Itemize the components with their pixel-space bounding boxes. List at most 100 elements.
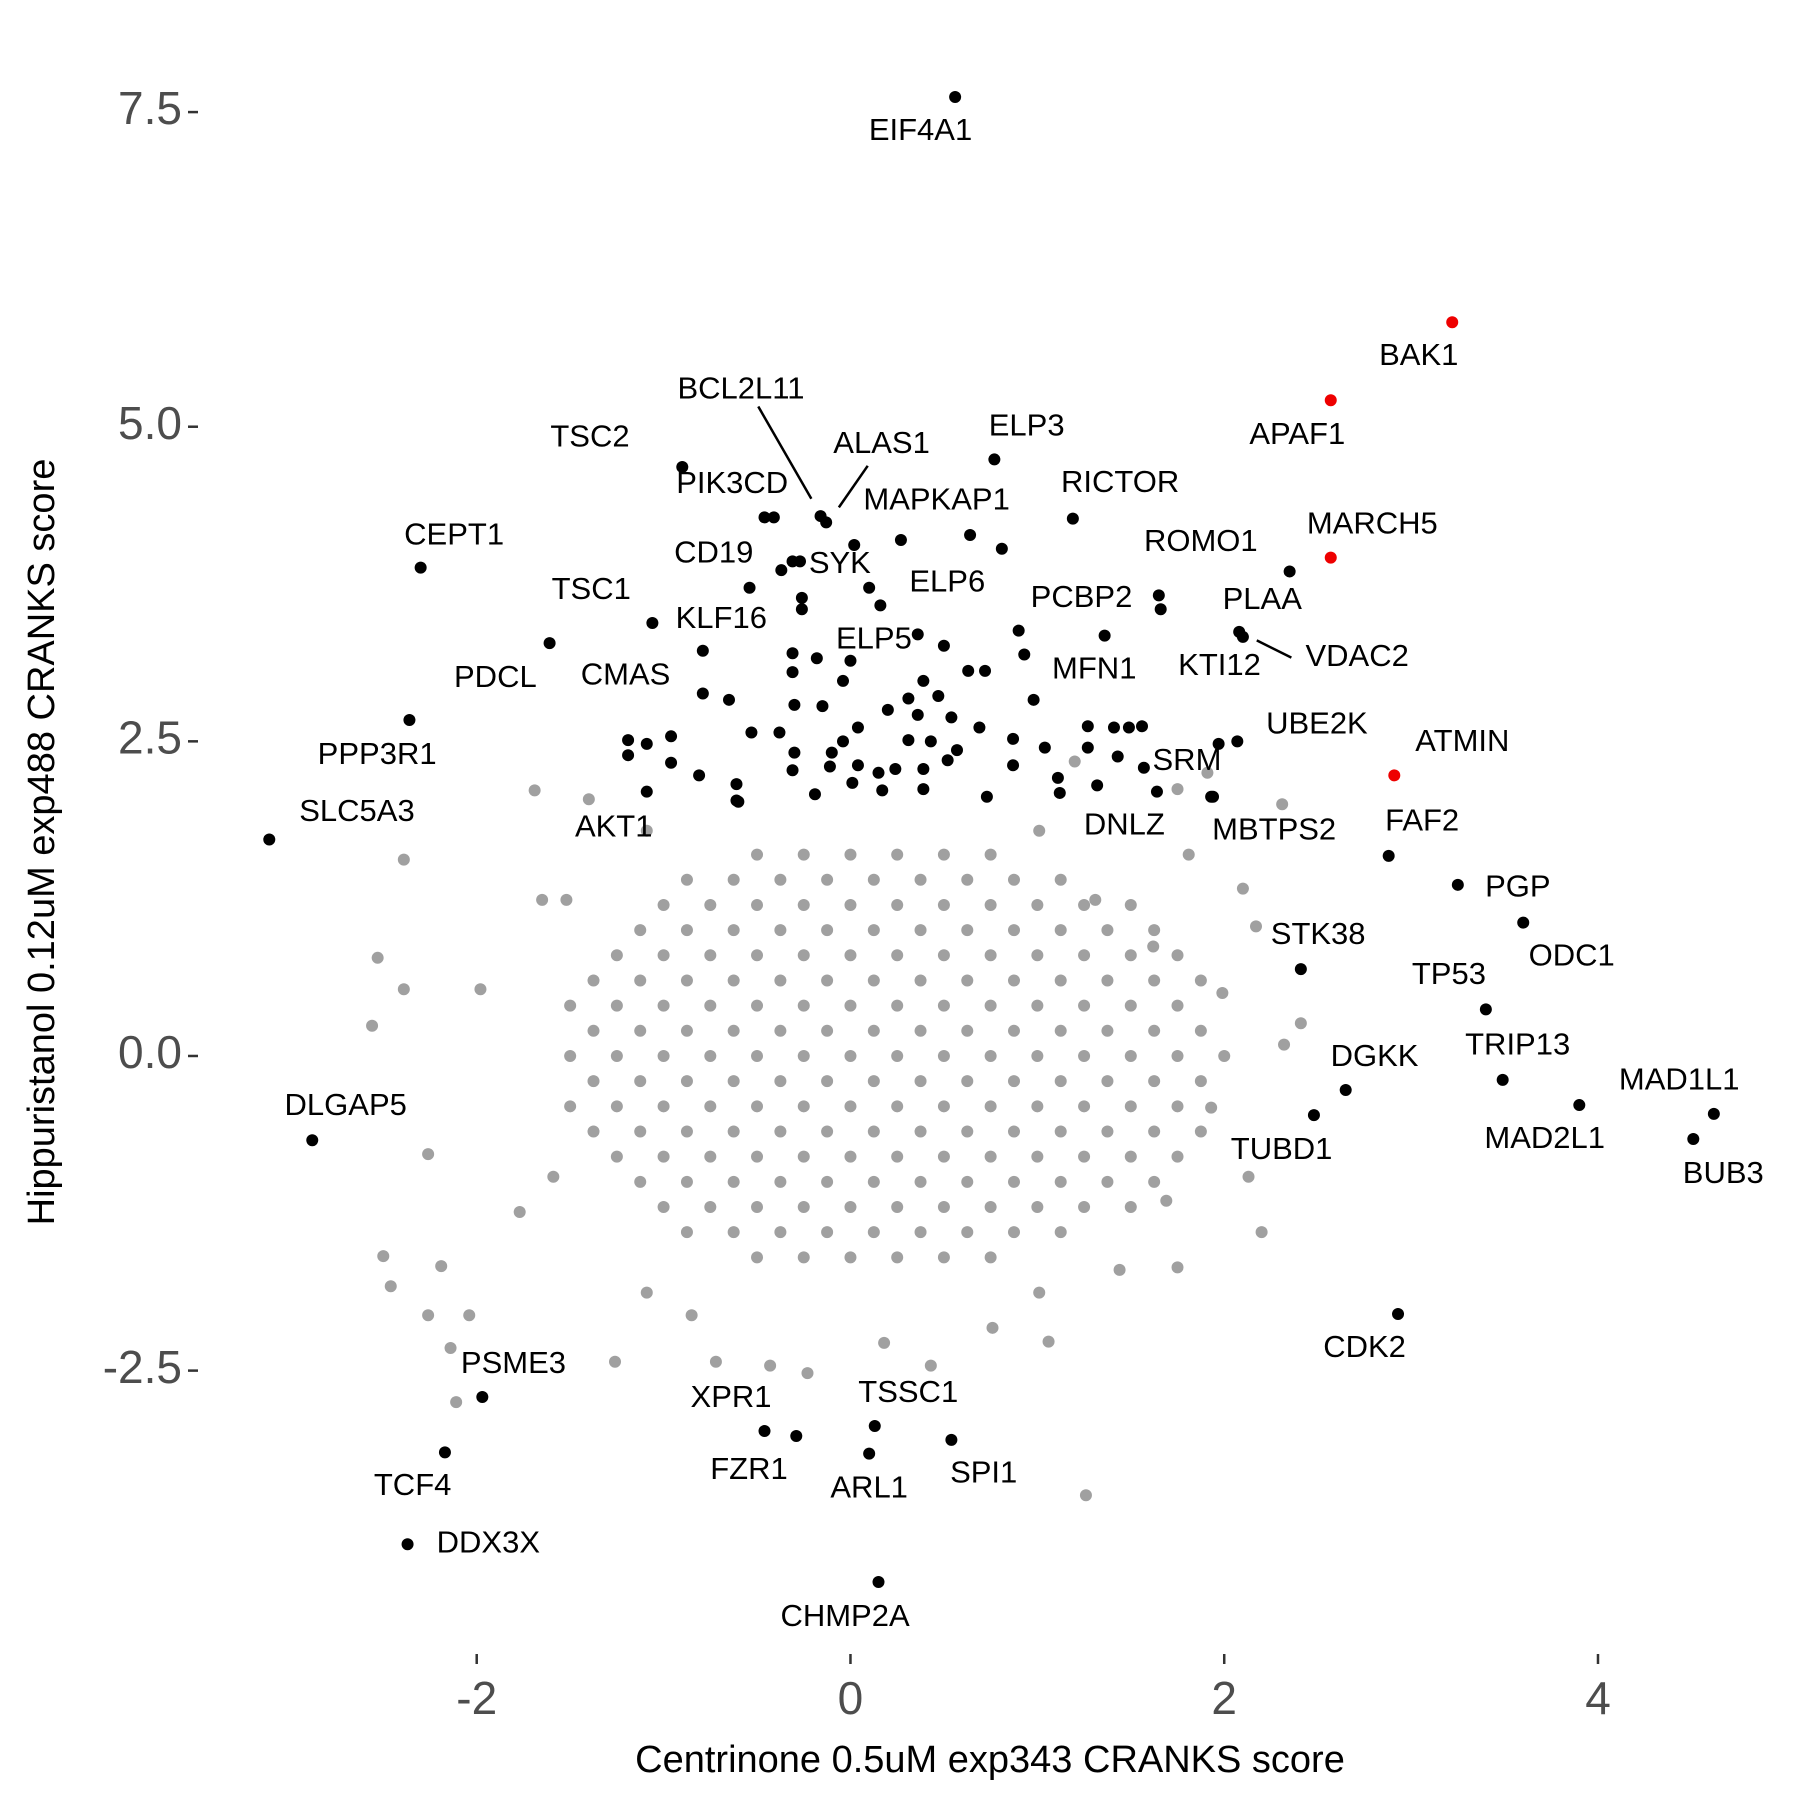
data-point xyxy=(1101,924,1114,937)
data-point xyxy=(774,924,787,937)
data-point xyxy=(1051,771,1064,784)
data-point xyxy=(774,873,787,886)
data-point xyxy=(797,1251,810,1264)
data-point xyxy=(1007,1075,1020,1088)
data-point xyxy=(403,713,416,726)
data-point xyxy=(764,1359,777,1372)
data-point xyxy=(810,652,823,665)
data-point xyxy=(825,746,838,759)
data-point xyxy=(984,949,997,962)
data-point xyxy=(1098,629,1111,642)
data-point xyxy=(704,1200,717,1213)
data-point xyxy=(1031,1049,1044,1062)
data-point xyxy=(891,1200,904,1213)
data-point xyxy=(1007,732,1020,745)
data-point xyxy=(844,654,857,667)
data-point xyxy=(973,721,986,734)
data-point xyxy=(1007,1175,1020,1188)
data-point xyxy=(680,974,693,987)
data-point xyxy=(704,999,717,1012)
data-point xyxy=(937,1049,950,1062)
data-point xyxy=(797,1150,810,1163)
data-point xyxy=(979,664,992,677)
data-point xyxy=(914,1226,927,1239)
point-label: ALAS1 xyxy=(833,425,930,460)
data-point xyxy=(949,90,962,103)
data-point xyxy=(704,1100,717,1113)
data-point xyxy=(657,1049,670,1062)
data-point xyxy=(1150,785,1163,798)
point-label: APAF1 xyxy=(1249,416,1345,451)
data-point xyxy=(513,1206,526,1219)
data-point xyxy=(610,1150,623,1163)
point-label: MAPKAP1 xyxy=(863,482,1009,517)
data-point xyxy=(1137,761,1150,774)
point-label: EIF4A1 xyxy=(869,112,972,147)
data-point xyxy=(962,664,975,677)
data-point xyxy=(263,833,276,846)
data-point xyxy=(622,734,635,747)
point-label: MAD2L1 xyxy=(1484,1120,1605,1155)
data-point xyxy=(640,785,653,798)
data-point xyxy=(1018,648,1031,661)
data-point xyxy=(723,693,735,706)
data-point xyxy=(902,734,915,747)
data-point xyxy=(751,848,764,861)
data-point xyxy=(1687,1133,1700,1146)
data-point xyxy=(911,708,924,721)
data-point xyxy=(775,564,788,577)
data-point xyxy=(1446,316,1459,329)
point-labels: EIF4A1 BCL2L11 ALAS1 TSC2 PIK3CD ELP3 RICTOR MA… xyxy=(285,112,1764,1633)
data-point xyxy=(797,1049,810,1062)
data-point xyxy=(587,974,600,987)
data-point xyxy=(1054,1075,1067,1088)
data-point xyxy=(474,983,487,996)
data-point xyxy=(536,893,549,906)
data-point xyxy=(622,749,635,762)
data-point xyxy=(891,999,904,1012)
data-point xyxy=(874,599,887,612)
point-label: PGP xyxy=(1485,868,1550,903)
data-point xyxy=(914,924,927,937)
data-point xyxy=(401,1538,414,1551)
data-point xyxy=(1122,721,1135,734)
data-point xyxy=(961,974,974,987)
data-point xyxy=(1231,735,1244,748)
point-label: TSC1 xyxy=(552,571,631,606)
data-point xyxy=(774,1075,787,1088)
data-point xyxy=(444,1341,457,1354)
x-tick-label: -2 xyxy=(456,1672,497,1724)
data-point xyxy=(1148,1175,1161,1188)
data-point xyxy=(1148,974,1161,987)
point-label: ODC1 xyxy=(1529,937,1615,972)
data-point xyxy=(1054,924,1067,937)
data-point xyxy=(1079,1489,1092,1502)
data-point xyxy=(1124,1150,1137,1163)
data-point xyxy=(1324,551,1337,564)
data-point xyxy=(917,783,930,796)
point-label: CEPT1 xyxy=(404,517,504,552)
point-label: SPI1 xyxy=(950,1455,1017,1490)
data-point xyxy=(680,1125,693,1138)
data-point xyxy=(961,1226,974,1239)
data-point xyxy=(1053,786,1066,799)
data-point xyxy=(1171,783,1184,796)
point-label: STK38 xyxy=(1271,916,1366,951)
data-point xyxy=(1054,1024,1067,1037)
x-tick-label: 0 xyxy=(838,1672,864,1724)
data-point xyxy=(1007,1226,1020,1239)
data-point xyxy=(924,1359,937,1372)
x-tick-label: 4 xyxy=(1585,1672,1611,1724)
data-point xyxy=(587,1125,600,1138)
data-point xyxy=(786,555,799,568)
data-point xyxy=(680,1175,693,1188)
y-tick-label: -2.5 xyxy=(103,1341,182,1393)
data-point xyxy=(1148,1024,1161,1037)
data-point xyxy=(371,951,384,964)
data-point xyxy=(476,1391,489,1404)
data-point xyxy=(1707,1107,1720,1120)
data-point xyxy=(1054,873,1067,886)
data-point xyxy=(438,1446,451,1459)
leader-line xyxy=(1256,639,1292,659)
data-point xyxy=(821,1125,834,1138)
